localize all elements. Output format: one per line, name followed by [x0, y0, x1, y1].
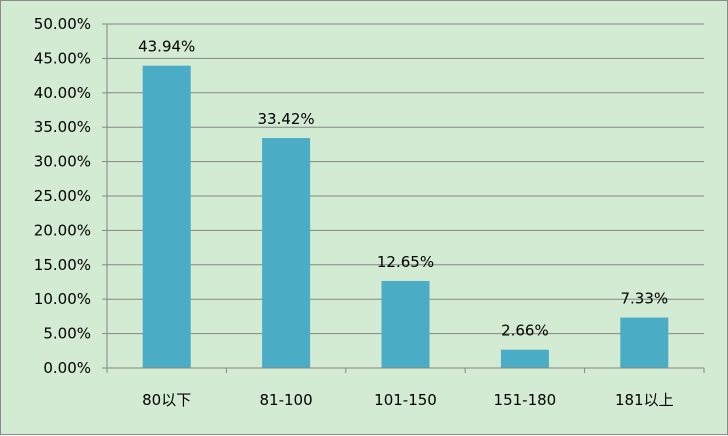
- bar: [142, 65, 191, 368]
- bars: [142, 65, 669, 368]
- y-tick-label: 15.00%: [34, 256, 91, 274]
- labels: 0.00% 5.00% 10.00% 15.00% 20.00% 25.00% 30.00%…: [34, 15, 674, 409]
- y-tick-label: 35.00%: [34, 118, 91, 136]
- y-tick-label: 5.00%: [43, 325, 91, 343]
- y-tick-label: 45.00%: [34, 49, 91, 67]
- bar: [500, 349, 549, 368]
- y-tick-label: 20.00%: [34, 221, 91, 239]
- data-label: 43.94%: [138, 38, 195, 56]
- y-tick-label: 30.00%: [34, 153, 91, 171]
- bar: [381, 280, 430, 368]
- x-tick-label: 80以下: [142, 391, 191, 409]
- x-tick-label: 101-150: [374, 391, 437, 409]
- bar: [262, 138, 311, 368]
- x-tick-label: 81-100: [260, 391, 313, 409]
- y-tick-label: 10.00%: [34, 290, 91, 308]
- axes: [102, 23, 705, 373]
- data-label: 33.42%: [257, 110, 314, 128]
- y-tick-label: 0.00%: [43, 359, 91, 377]
- x-tick-label: 181以上: [615, 391, 674, 409]
- gridlines: [107, 23, 704, 335]
- data-label: 12.65%: [377, 253, 434, 271]
- y-tick-label: 40.00%: [34, 84, 91, 102]
- data-label: 7.33%: [620, 290, 668, 308]
- x-tick-label: 151-180: [494, 391, 557, 409]
- y-tick-label: 50.00%: [34, 15, 91, 33]
- y-tick-label: 25.00%: [34, 187, 91, 205]
- bar: [620, 317, 669, 368]
- data-label: 2.66%: [501, 322, 549, 340]
